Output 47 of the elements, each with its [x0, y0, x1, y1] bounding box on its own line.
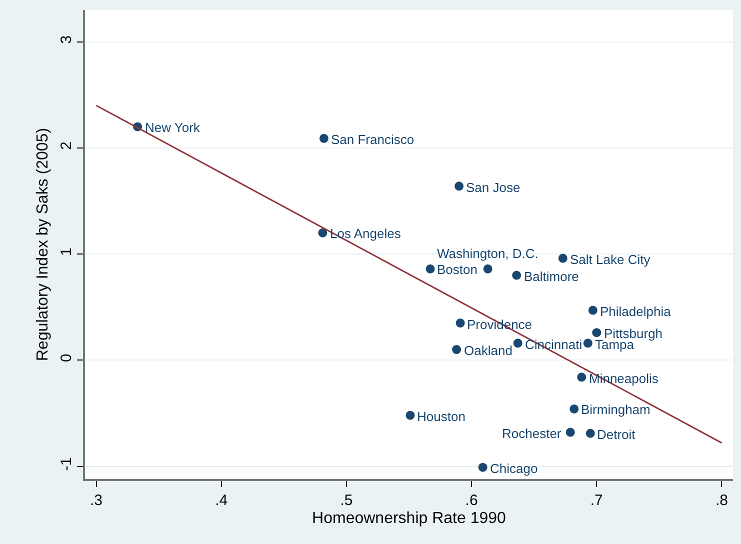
point: [558, 254, 568, 263]
x-axis-title: Homeownership Rate 1990: [312, 510, 506, 528]
annotation: Philadelphia: [600, 304, 672, 319]
y-tick-label: 3: [58, 35, 75, 44]
annotation: San Francisco: [331, 132, 414, 147]
point: [592, 328, 602, 338]
annotation: New York: [145, 120, 200, 135]
point: [456, 318, 465, 328]
point: [318, 228, 328, 238]
annotation: Chicago: [490, 461, 538, 476]
point: [478, 462, 488, 472]
point: [588, 306, 598, 315]
x-tick-label: .4: [215, 492, 228, 509]
annotation: San Jose: [466, 180, 520, 195]
x-tick-label: .7: [590, 492, 603, 509]
point: [454, 182, 464, 191]
point: [512, 270, 522, 280]
x-tick-label: .8: [715, 492, 728, 509]
x-tick-label: .6: [465, 492, 478, 509]
y-tick-label: -1: [58, 457, 75, 471]
annotation: Birmingham: [581, 402, 650, 417]
point: [319, 134, 328, 143]
point: [483, 264, 492, 274]
point: [426, 264, 435, 274]
point: [566, 428, 575, 437]
point: [577, 372, 586, 382]
annotation: Baltimore: [524, 269, 579, 284]
annotation: Detroit: [597, 427, 636, 442]
annotation: Los Angeles: [330, 226, 402, 241]
point: [452, 345, 462, 354]
annotation: Houston: [417, 409, 466, 424]
x-tick-label: .3: [90, 492, 103, 509]
x-tick-label: .5: [340, 492, 353, 509]
point: [570, 404, 579, 414]
point: [586, 428, 595, 438]
annotation: Washington, D.C.: [437, 246, 538, 261]
annotation: Salt Lake City: [570, 252, 651, 267]
y-tick-label: 1: [58, 248, 75, 256]
annotation: Rochester: [502, 426, 562, 441]
annotation: Oakland: [464, 343, 512, 358]
y-tick-label: 0: [58, 354, 75, 362]
y-tick-label: 2: [58, 142, 75, 150]
point: [513, 338, 522, 348]
y-axis-title: Regulatory Index by Saks (2005): [34, 128, 52, 362]
annotation: Boston: [437, 262, 478, 277]
point: [583, 338, 592, 348]
point: [406, 410, 415, 420]
